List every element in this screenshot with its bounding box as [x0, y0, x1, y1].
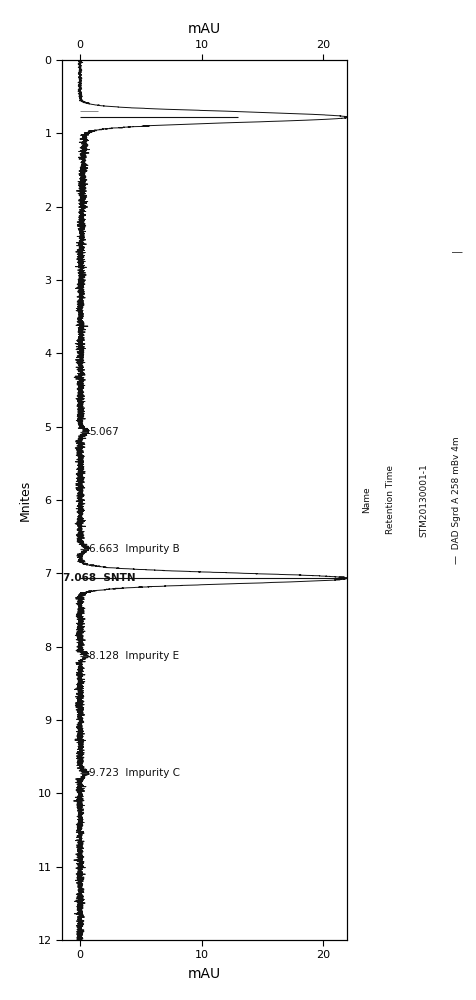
Text: 7.068  SNTN: 7.068 SNTN — [63, 573, 136, 583]
X-axis label: mAU: mAU — [188, 22, 221, 36]
Text: STM20130001-1: STM20130001-1 — [419, 463, 428, 537]
Text: 5.067: 5.067 — [89, 427, 119, 437]
Y-axis label: Mnites: Mnites — [19, 479, 32, 521]
Text: 8.128  Impurity E: 8.128 Impurity E — [89, 651, 179, 661]
Text: 6.663  Impurity B: 6.663 Impurity B — [89, 544, 180, 554]
Text: |: | — [452, 248, 462, 252]
Text: —  DAD Sgrd A 258 mBv 4m: — DAD Sgrd A 258 mBv 4m — [453, 436, 461, 564]
X-axis label: mAU: mAU — [188, 967, 221, 981]
Text: Name: Name — [362, 487, 371, 513]
Text: 9.723  Impurity C: 9.723 Impurity C — [89, 768, 179, 778]
Text: Retention Time: Retention Time — [386, 466, 395, 534]
